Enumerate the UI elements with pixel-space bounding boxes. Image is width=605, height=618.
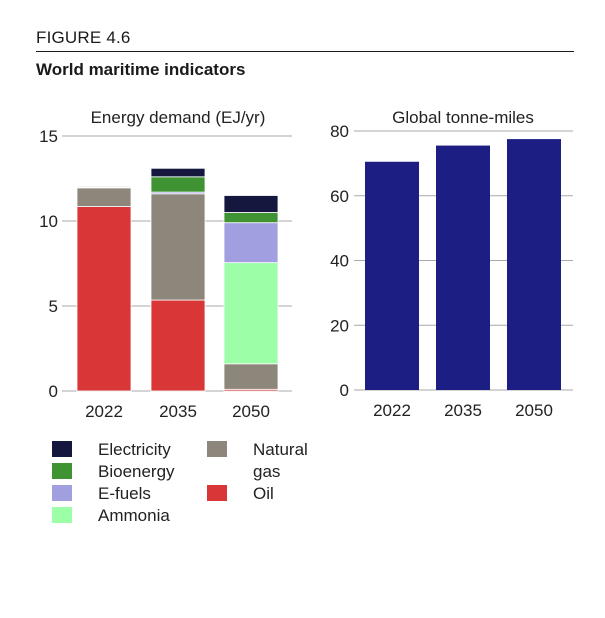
energy-bar-natural_gas-2035 [150, 193, 206, 301]
energy-bar-ammonia-2050 [223, 262, 279, 365]
energy-bar-electricity-2035 [150, 167, 206, 178]
tonne-miles-bar-2022 [365, 161, 419, 390]
energy-ytick-label: 10 [39, 212, 58, 231]
legend-item-natural_gas: Natural gas [207, 440, 308, 481]
legend-item-oil: Oil [207, 484, 274, 503]
energy-xtick-label: 2035 [159, 402, 197, 421]
tonne-miles-xtick-label: 2050 [515, 401, 553, 420]
tonne-miles-ytick-label: 0 [340, 381, 349, 400]
energy-bar-bioenergy-2050 [223, 212, 279, 224]
energy-bar-electricity-2050 [223, 195, 279, 213]
legend-label: Natural [253, 440, 308, 459]
legend-swatch-efuels [52, 485, 72, 501]
energy-bar-natural_gas-2022 [76, 187, 132, 207]
legend-swatch-oil [207, 485, 227, 501]
energy-chart-title: Energy demand (EJ/yr) [91, 108, 266, 127]
energy-bar-efuels-2050 [223, 222, 279, 264]
legend-swatch-ammonia [52, 507, 72, 523]
legend-swatch-electricity [52, 441, 72, 457]
legend-label: Oil [253, 484, 274, 503]
energy-ytick-label: 15 [39, 127, 58, 146]
legend-label: Ammonia [98, 506, 170, 525]
tonne-miles-ytick-label: 60 [330, 187, 349, 206]
energy-ytick-label: 5 [49, 297, 58, 316]
legend-label: Electricity [98, 440, 171, 459]
legend-swatch-natural_gas [207, 441, 227, 457]
legend-item-ammonia: Ammonia [52, 506, 170, 525]
legend-item-electricity: Electricity [52, 440, 171, 459]
legend-label: Bioenergy [98, 462, 175, 481]
tonne-miles-ytick-label: 20 [330, 316, 349, 335]
tonne-miles-bar-2050 [507, 139, 561, 390]
legend-item-bioenergy: Bioenergy [52, 462, 175, 481]
energy-bar-bioenergy-2035 [150, 176, 206, 193]
energy-ytick-label: 0 [49, 382, 58, 401]
legend-label: E-fuels [98, 484, 151, 503]
energy-xtick-label: 2022 [85, 402, 123, 421]
tonne-miles-xtick-label: 2022 [373, 401, 411, 420]
figure-rule [36, 51, 574, 52]
legend-label-line2: gas [253, 462, 280, 481]
figure-label: FIGURE 4.6 [36, 28, 131, 47]
tonne-miles-ytick-label: 40 [330, 252, 349, 271]
tonne-miles-chart-title: Global tonne-miles [392, 108, 534, 127]
tonne-miles-ytick-label: 80 [330, 122, 349, 141]
legend-item-efuels: E-fuels [52, 484, 151, 503]
figure-title: World maritime indicators [36, 60, 246, 79]
tonne-miles-bar-2035 [436, 145, 490, 390]
tonne-miles-chart: Global tonne-miles 0 20 40 60 80 2022 2035 205… [330, 108, 573, 420]
energy-bar-electricity-2022 [76, 185, 132, 188]
energy-demand-chart: Energy demand (EJ/yr) 0 5 10 15 2022 2035 205… [39, 108, 292, 421]
energy-bar-oil-2022 [76, 206, 132, 392]
legend: Electricity Bioenergy E-fuels Ammonia Natura… [52, 440, 308, 525]
energy-xtick-label: 2050 [232, 402, 270, 421]
energy-bar-oil-2035 [150, 299, 206, 392]
legend-swatch-bioenergy [52, 463, 72, 479]
tonne-miles-xtick-label: 2035 [444, 401, 482, 420]
energy-bar-natural_gas-2050 [223, 363, 279, 390]
